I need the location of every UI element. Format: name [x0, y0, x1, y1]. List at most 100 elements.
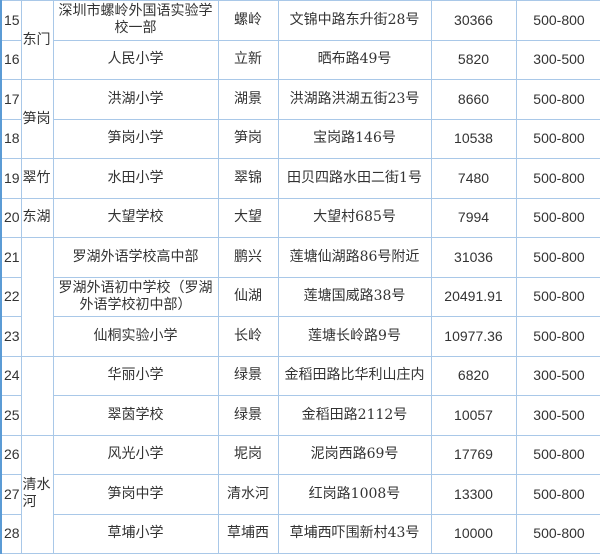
area-size: 10538: [430, 118, 517, 159]
district-cell: [20, 237, 54, 357]
school-name: 草埔小学: [52, 513, 219, 554]
table-row: 19 翠竹 水田小学 翠锦 田贝四路水田二街1号 7480 500-800: [0, 158, 600, 199]
area-size: 6820: [430, 355, 517, 396]
address: 金稻田路比华利山庄内: [277, 355, 432, 396]
community: 大望: [217, 197, 279, 238]
area-size: 10000: [430, 513, 517, 554]
row-number: 16: [0, 39, 22, 80]
address: 草埔西吓围新村43号: [277, 513, 432, 554]
row-number: 24: [0, 355, 22, 396]
price-range: 500-800: [515, 474, 600, 515]
area-size: 5820: [430, 39, 517, 80]
school-name: 罗湖外语学校高中部: [52, 237, 219, 278]
district-cell: 东门: [20, 0, 54, 80]
price-range: 500-800: [515, 158, 600, 199]
table-row: 17 笋岗 洪湖小学 湖景 洪湖路洪湖五街23号 8660 500-800: [0, 79, 600, 159]
community: 鹏兴: [217, 237, 279, 278]
area-size: 20491.91: [430, 276, 517, 317]
address: 莲塘长岭路9号: [277, 316, 432, 357]
table-row: 15 东门 深圳市螺岭外国语实验学校一部 螺岭 文锦中路东升街28号 30366 500-8…: [0, 0, 600, 80]
school-name: 华丽小学: [52, 355, 219, 396]
school-name: 仙桐实验小学: [52, 316, 219, 357]
community: 坭岗: [217, 434, 279, 475]
price-range: 500-800: [515, 237, 600, 278]
address: 文锦中路东升街28号: [277, 0, 432, 41]
row-number: 27: [0, 474, 22, 515]
district-cell: 东湖: [20, 197, 54, 238]
school-name: 风光小学: [52, 434, 219, 475]
table-row: 24 华丽小学 绿景 金稻田路比华利山庄内 6820 300-500: [0, 355, 600, 436]
row-number: 21: [0, 237, 22, 278]
row-number: 15: [0, 0, 22, 41]
row-number: 18: [0, 118, 22, 159]
area-size: 10977.36: [430, 316, 517, 357]
table-row: 22 罗湖外语初中学校（罗湖外语学校初中部） 仙湖 莲塘国威路38号 20491.91 5…: [0, 276, 600, 317]
table-row: 28 草埔小学 草埔西 草埔西吓围新村43号 10000 500-800: [0, 513, 600, 554]
price-range: 500-800: [515, 79, 600, 120]
price-range: 500-800: [515, 276, 600, 317]
area-size: 13300: [430, 474, 517, 515]
community: 立新: [217, 39, 279, 80]
community: 清水河: [217, 474, 279, 515]
community: 绿景: [217, 355, 279, 396]
row-number: 22: [0, 276, 22, 317]
table-row: 20 东湖 大望学校 大望 大望村685号 7994 500-800: [0, 197, 600, 238]
community: 仙湖: [217, 276, 279, 317]
school-name: 深圳市螺岭外国语实验学校一部: [52, 0, 219, 41]
district-cell: 清水河: [20, 434, 54, 554]
school-name: 水田小学: [52, 158, 219, 199]
area-size: 7480: [430, 158, 517, 199]
area-size: 10057: [430, 395, 517, 436]
address: 莲塘仙湖路86号附近: [277, 237, 432, 278]
table-row: 21 罗湖外语学校高中部 鹏兴 莲塘仙湖路86号附近 31036 500-800: [0, 237, 600, 357]
address: 莲塘国威路38号: [277, 276, 432, 317]
price-range: 500-800: [515, 197, 600, 238]
table-row: 23 仙桐实验小学 长岭 莲塘长岭路9号 10977.36 500-800: [0, 316, 600, 357]
price-range: 500-800: [515, 118, 600, 159]
price-range: 500-800: [515, 434, 600, 475]
area-size: 31036: [430, 237, 517, 278]
school-name: 笋岗小学: [52, 118, 219, 159]
community: 草埔西: [217, 513, 279, 554]
community: 湖景: [217, 79, 279, 120]
school-name: 洪湖小学: [52, 79, 219, 120]
community: 绿景: [217, 395, 279, 436]
address: 金稻田路2112号: [277, 395, 432, 436]
district-cell: 笋岗: [20, 79, 54, 159]
price-range: 500-800: [515, 0, 600, 41]
row-number: 17: [0, 79, 22, 120]
address: 红岗路1008号: [277, 474, 432, 515]
community: 螺岭: [217, 0, 279, 41]
price-range: 300-500: [515, 355, 600, 396]
community: 翠锦: [217, 158, 279, 199]
community: 笋岗: [217, 118, 279, 159]
district-cell: [20, 355, 54, 436]
price-range: 500-800: [515, 316, 600, 357]
school-name: 笋岗中学: [52, 474, 219, 515]
row-number: 19: [0, 158, 22, 199]
area-size: 8660: [430, 79, 517, 120]
table-row: 18 笋岗小学 笋岗 宝岗路146号 10538 500-800: [0, 118, 600, 159]
area-size: 7994: [430, 197, 517, 238]
school-name: 大望学校: [52, 197, 219, 238]
district-cell: 翠竹: [20, 158, 54, 199]
table-row: 25 翠茵学校 绿景 金稻田路2112号 10057 300-500: [0, 395, 600, 436]
price-range: 300-500: [515, 395, 600, 436]
price-range: 500-800: [515, 513, 600, 554]
table-row: 16 人民小学 立新 晒布路49号 5820 300-500: [0, 39, 600, 80]
row-number: 28: [0, 513, 22, 554]
area-size: 30366: [430, 0, 517, 41]
address: 田贝四路水田二街1号: [277, 158, 432, 199]
row-number: 26: [0, 434, 22, 475]
table-row: 27 笋岗中学 清水河 红岗路1008号 13300 500-800: [0, 474, 600, 515]
address: 泥岗西路69号: [277, 434, 432, 475]
area-size: 17769: [430, 434, 517, 475]
school-name: 人民小学: [52, 39, 219, 80]
address: 晒布路49号: [277, 39, 432, 80]
address: 洪湖路洪湖五街23号: [277, 79, 432, 120]
row-number: 20: [0, 197, 22, 238]
price-range: 300-500: [515, 39, 600, 80]
school-name: 罗湖外语初中学校（罗湖外语学校初中部）: [52, 276, 219, 317]
row-number: 23: [0, 316, 22, 357]
